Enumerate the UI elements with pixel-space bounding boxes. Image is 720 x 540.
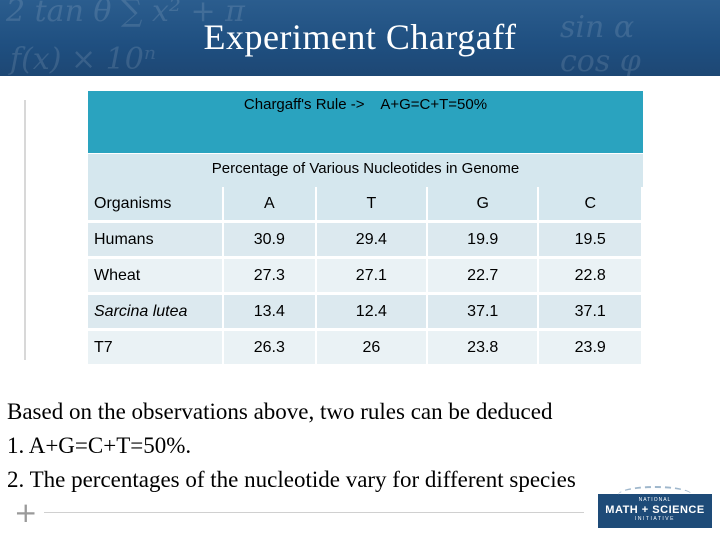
value-a: 13.4 <box>223 295 317 331</box>
table-caption: Percentage of Various Nucleotides in Gen… <box>211 160 520 177</box>
table-header-row: Organisms A T G C <box>88 187 643 223</box>
value-c: 23.9 <box>539 331 643 367</box>
plus-icon: + <box>14 496 38 529</box>
logo-line-2: MATH + SCIENCE <box>605 504 705 516</box>
conclusion-point-2: 2. The percentages of the nucleotide var… <box>7 467 576 492</box>
value-c: 22.8 <box>539 259 643 295</box>
title-banner: 2 tan θ ∑ x² + π sin α f(x) × 10ⁿ cos φ … <box>0 0 720 76</box>
value-t: 26 <box>316 331 429 367</box>
header-g: G <box>428 187 540 223</box>
value-g: 23.8 <box>428 331 540 367</box>
value-a: 27.3 <box>223 259 317 295</box>
table-caption-box: Percentage of Various Nucleotides in Gen… <box>88 153 643 187</box>
nucleotide-table: Organisms A T G C Humans 30.9 29.4 19.9 … <box>88 187 643 367</box>
rule-text: Chargaff's Rule -> A+G=C+T=50% <box>88 96 643 113</box>
rule-label: Chargaff's Rule -> <box>243 96 365 113</box>
rule-box: Chargaff's Rule -> A+G=C+T=50% <box>88 91 643 153</box>
header-c: C <box>539 187 643 223</box>
nmsi-logo-icon: NATIONAL MATH + SCIENCE INITIATIVE <box>598 486 712 528</box>
math-decoration: f(x) × 10ⁿ <box>10 42 156 76</box>
value-a: 30.9 <box>223 223 317 259</box>
value-t: 27.1 <box>316 259 429 295</box>
footer-divider <box>44 512 584 513</box>
conclusion-text: Based on the observations above, two rul… <box>7 395 576 497</box>
value-a: 26.3 <box>223 331 317 367</box>
organism-name: Humans <box>88 223 224 259</box>
logo-arc <box>618 486 692 504</box>
math-decoration: cos φ <box>560 44 641 76</box>
organism-name: T7 <box>88 331 224 367</box>
value-g: 19.9 <box>428 223 540 259</box>
organism-name: Wheat <box>88 259 224 295</box>
table-row: Sarcina lutea 13.4 12.4 37.1 37.1 <box>88 295 643 331</box>
rule-formula: A+G=C+T=50% <box>380 96 488 113</box>
table-row: Humans 30.9 29.4 19.9 19.5 <box>88 223 643 259</box>
header-a: A <box>223 187 317 223</box>
conclusion-point-1: 1. A+G=C+T=50%. <box>7 433 192 458</box>
table-row: Wheat 27.3 27.1 22.7 22.8 <box>88 259 643 295</box>
header-organisms: Organisms <box>88 187 224 223</box>
organism-name: Sarcina lutea <box>88 295 224 331</box>
value-c: 37.1 <box>539 295 643 331</box>
math-decoration: 2 tan θ ∑ x² + π <box>6 0 245 29</box>
slide-title: Experiment Chargaff <box>203 17 517 57</box>
value-t: 29.4 <box>316 223 429 259</box>
value-c: 19.5 <box>539 223 643 259</box>
left-accent-line <box>24 100 26 360</box>
conclusion-intro: Based on the observations above, two rul… <box>7 399 553 424</box>
value-g: 37.1 <box>428 295 540 331</box>
math-decoration: sin α <box>560 10 635 45</box>
value-g: 22.7 <box>428 259 540 295</box>
header-t: T <box>316 187 429 223</box>
value-t: 12.4 <box>316 295 429 331</box>
table-row: T7 26.3 26 23.8 23.9 <box>88 331 643 367</box>
logo-line-3: INITIATIVE <box>635 516 675 522</box>
